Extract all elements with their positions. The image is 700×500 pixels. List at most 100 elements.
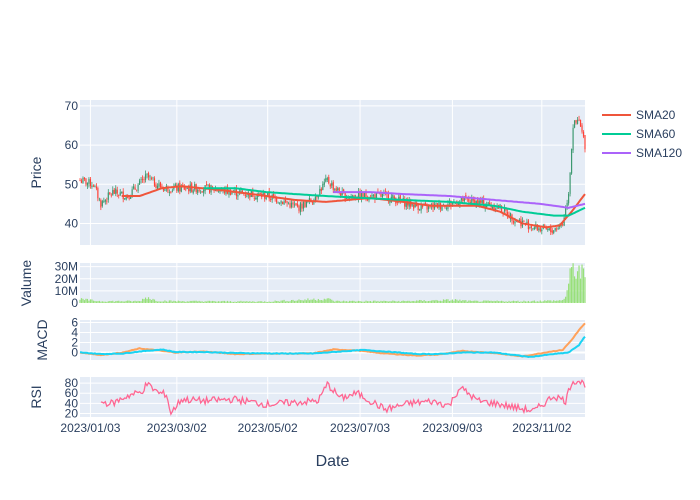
candle-body [311,202,313,204]
candle [279,202,281,205]
volume-bar [222,300,224,303]
series-line-rsi [100,379,586,416]
candle [155,182,157,189]
candle [268,187,270,202]
legend-item-sma20[interactable]: SMA20 [602,108,676,122]
candle [381,193,383,199]
volume-bar [201,301,203,303]
volume-bar [247,301,249,303]
y-tick-label: 40 [65,396,79,410]
candle [572,124,574,154]
candle-body [125,195,127,200]
volume-bar [435,299,437,303]
candle-body [131,189,133,197]
candle-body [505,208,507,211]
candle-body [121,191,123,194]
candle-body [413,204,415,209]
volume-bar [335,300,337,303]
volume-bar [124,301,126,303]
candle-body [185,188,187,190]
candle-body [258,193,260,195]
candle-body [211,186,214,188]
candle [551,227,553,235]
candle-body [308,198,311,202]
candle [110,193,112,198]
candle-body [216,190,218,192]
volume-bar [156,301,159,303]
volume-bar [186,301,188,303]
candle-body [244,195,246,197]
volume-bar [381,301,383,303]
candle [150,176,153,181]
volume-bar [489,300,491,303]
volume-bar [296,300,299,303]
volume-bar [466,301,468,303]
candle-body [147,173,150,178]
volume-bar [82,298,84,303]
volume-bar [262,301,264,303]
candle-body [544,225,546,227]
candle-body [460,196,462,201]
candle [548,227,550,231]
volume-bar [204,301,206,303]
candle-body [262,193,264,196]
candle-body [399,195,401,201]
candle [100,198,102,211]
volume-bar [423,300,425,303]
candle [94,184,96,188]
candle-body [526,221,528,224]
volume-bar [453,300,455,303]
candle-body [514,221,516,224]
candle-body [267,192,269,196]
candle-body [474,199,476,207]
volume-bar [463,300,465,303]
candle-body [573,120,576,128]
candle-body [134,187,136,190]
candle-body [570,149,573,174]
legend[interactable]: SMA20 SMA60 SMA120 [602,108,682,160]
y-tick-label: 20M [55,272,78,286]
candle [532,228,534,231]
candle-body [141,179,144,180]
candle [328,174,330,185]
candle [282,201,284,205]
candle-body [82,177,84,183]
volume-bar [387,301,389,303]
candle [82,176,84,184]
candle-body [133,186,135,189]
candle [322,181,324,191]
candle [128,197,130,201]
legend-item-sma120[interactable]: SMA120 [602,146,682,160]
volume-bar [217,301,220,303]
volume-bar [292,299,294,303]
candle-body [206,184,208,185]
volume-bar [465,300,467,303]
candle-body [420,205,422,211]
candle-body [550,227,552,232]
candle-body [575,120,577,123]
candle-body [97,188,99,199]
candle [265,196,267,201]
candle-body [268,191,270,199]
legend-item-sma60[interactable]: SMA60 [602,127,676,141]
candle-body [468,197,470,202]
candle-body [314,196,316,202]
candle [98,197,100,202]
series-line-sma20 [121,185,586,229]
volume-bar [515,301,518,303]
candle [101,199,103,208]
volume-bar [317,298,319,303]
candle-body [533,227,535,230]
volume-bar [311,299,313,303]
volume-bar [270,301,272,303]
candle-body [158,183,160,187]
candle-body [323,182,325,185]
volume-bar [107,301,109,303]
volume-bar [301,300,303,303]
volume-bar [380,300,382,303]
y-tick-label: 80 [65,376,79,390]
candle-body [283,201,285,205]
volume-bar [483,300,485,303]
volume-bar [328,298,330,303]
